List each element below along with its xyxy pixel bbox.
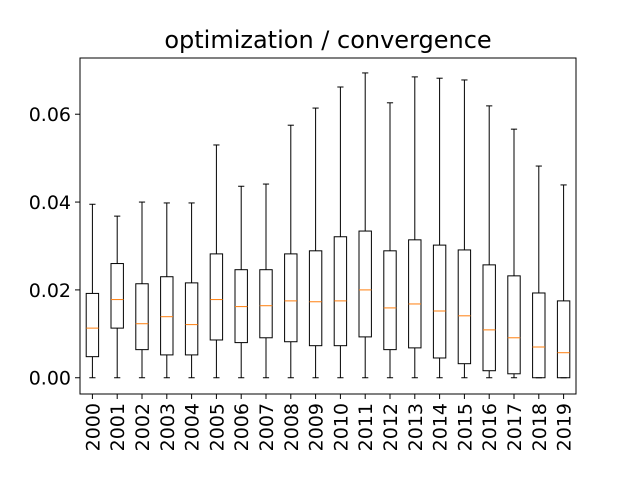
x-tick-label: 2015 [454,403,476,451]
x-tick-label: 2016 [479,403,501,451]
x-tick-label: 2017 [504,403,526,451]
box-2007 [259,269,273,339]
box-2004 [184,282,199,356]
box-2019 [556,300,571,379]
x-tick-label: 2004 [182,403,204,451]
y-tick-label: 0.04 [29,192,71,214]
box-2017 [507,275,521,375]
x-tick-label: 2008 [281,403,303,451]
box-2014 [432,244,447,359]
box-2015 [457,249,472,365]
x-tick-label: 2013 [405,403,427,451]
y-tick-label: 0.06 [29,104,71,126]
box-2011 [358,230,372,338]
x-tick-label: 2014 [430,403,452,451]
x-tick-label: 2003 [157,403,179,451]
x-tick-label: 2018 [529,403,551,451]
x-tick-label: 2010 [330,403,352,451]
axes-frame [79,57,577,395]
box-2012 [383,250,397,351]
chart-title: optimization / convergence [164,26,491,54]
box-2005 [209,253,224,341]
box-2018 [532,292,546,379]
x-tick-label: 2012 [380,403,402,451]
x-tick-label: 2001 [107,403,129,451]
x-tick-label: 2000 [82,403,104,451]
x-tick-label: 2005 [206,403,228,451]
box-2002 [135,283,149,351]
y-tick-label: 0.02 [29,280,71,302]
x-tick-label: 2019 [554,403,576,451]
box-2000 [85,292,100,358]
x-tick-label: 2011 [355,403,377,451]
x-tick-label: 2002 [132,403,154,451]
y-tick-label: 0.00 [29,368,71,390]
box-2001 [110,263,124,329]
x-tick-label: 2007 [256,403,278,451]
plot-area: 0.00 0.02 0.04 0.06 2000 2001 2002 2003 2004 2005… [29,72,576,451]
box-2016 [482,264,496,372]
box-2003 [160,276,174,356]
box-2010 [333,236,348,347]
box-2009 [308,250,323,347]
x-tick-label: 2006 [231,403,253,451]
x-tick-label: 2009 [306,403,328,451]
box-2008 [284,253,298,343]
box-2013 [408,239,422,349]
